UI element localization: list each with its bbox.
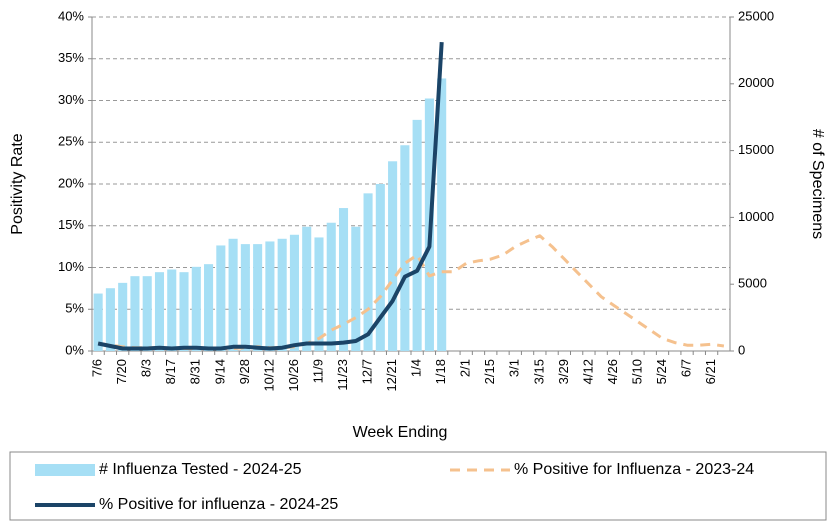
bar [216,245,226,351]
x-tick-label: 1/4 [409,359,424,377]
legend-swatch [35,464,95,476]
x-tick-label: 10/26 [286,359,301,392]
bar [363,193,373,351]
x-tick-label: 2/15 [482,359,497,384]
bar [277,238,287,351]
bar [253,244,263,351]
y2-tick-label: 20000 [738,75,774,90]
x-tick-label: 12/21 [384,359,399,392]
y-tick-label: 0% [65,342,84,357]
x-tick-label: 9/14 [212,359,227,384]
y-tick-label: 10% [58,259,84,274]
y-axis-title: Positivity Rate [9,133,26,234]
legend-label: % Positive for influenza - 2024-25 [99,496,338,513]
x-tick-label: 11/23 [335,359,350,391]
x-tick-label: 4/26 [605,359,620,384]
bar [437,78,447,352]
bar [412,119,422,351]
bar [265,241,275,351]
y2-tick-label: 25000 [738,8,774,23]
bar [154,272,165,351]
y-tick-label: 35% [58,50,84,65]
bar [338,208,349,351]
legend-label: # Influenza Tested - 2024-25 [99,461,302,478]
bar [326,222,336,351]
x-tick-label: 3/15 [531,359,546,384]
legend-label: % Positive for Influenza - 2023-24 [514,461,754,478]
y-tick-label: 25% [58,134,84,149]
x-tick-label: 8/17 [163,359,178,384]
x-tick-label: 3/29 [556,359,571,384]
x-tick-label: 8/3 [139,359,154,377]
x-tick-label: 1/18 [433,359,448,384]
bar [105,288,115,351]
y2-tick-label: 15000 [738,142,774,157]
bar [314,237,324,351]
bar [204,264,214,351]
x-tick-label: 3/1 [507,359,522,377]
bar [388,161,398,351]
x-tick-label: 7/20 [114,359,129,384]
bar [179,272,189,351]
x-tick-label: 12/7 [359,359,374,384]
x-tick-label: 9/28 [237,359,252,384]
y2-tick-label: 0 [738,342,745,357]
legend-box [9,451,827,521]
bar [167,269,177,351]
x-tick-label: 5/24 [654,359,669,384]
y-tick-label: 15% [58,217,84,232]
bar [142,276,152,351]
bar [375,184,385,351]
x-tick-label: 6/7 [678,359,693,377]
bar [93,293,103,351]
x-axis-title: Week Ending [353,424,448,441]
bar [289,234,299,351]
bar [400,145,410,351]
y-tick-label: 20% [58,175,84,190]
y2-axis-title: # of Specimens [809,129,826,239]
x-tick-label: 11/9 [310,359,325,383]
bar [118,282,128,351]
bar [130,276,140,351]
x-tick-label: 2/1 [458,359,473,377]
x-tick-label: 7/6 [90,359,105,377]
bar [228,238,238,351]
x-tick-label: 6/21 [703,359,718,384]
bar [191,266,201,351]
x-tick-label: 10/12 [261,359,276,392]
y-tick-label: 5% [65,301,84,316]
y2-tick-label: 10000 [738,209,774,224]
x-tick-label: 8/31 [188,359,203,384]
x-tick-label: 5/10 [629,359,644,384]
bar [240,244,250,351]
line [97,41,444,351]
x-tick-label: 4/12 [580,359,595,384]
y-tick-label: 40% [58,8,84,23]
bar [351,226,361,351]
bar [302,226,312,351]
y2-tick-label: 5000 [738,276,767,291]
y-tick-label: 30% [58,92,84,107]
